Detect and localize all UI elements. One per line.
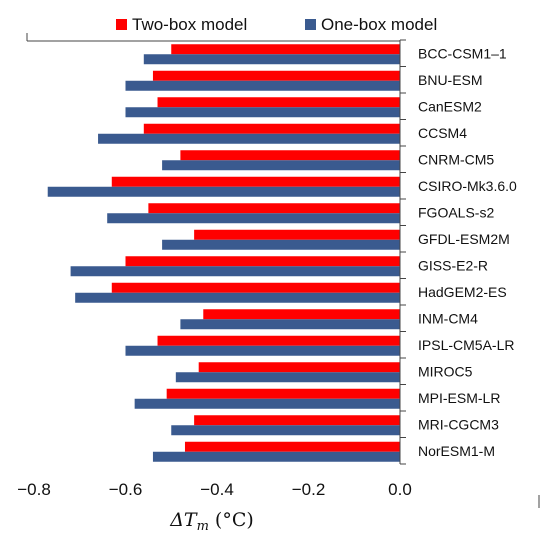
category-label: NorESM1-M	[418, 443, 495, 459]
category-label: BNU-ESM	[418, 72, 483, 88]
category-label: GFDL-ESM2M	[418, 231, 510, 247]
category-label: MIROC5	[418, 363, 473, 379]
bar-two-box-miroc5	[198, 362, 400, 373]
bar-one-box-bcc-csm1-1	[143, 54, 401, 65]
bar-one-box-canesm2	[125, 107, 400, 118]
x-tick-label: −0.4	[200, 480, 234, 499]
legend: Two-box model One-box model	[116, 15, 437, 34]
category-label: CNRM-CM5	[418, 151, 494, 167]
category-label: IPSL-CM5A-LR	[418, 337, 514, 353]
bar-one-box-gfdl-esm2m	[162, 239, 400, 250]
category-label: MPI-ESM-LR	[418, 390, 500, 406]
x-tick-label: −0.8	[17, 480, 51, 499]
bar-one-box-csiro-mk3-6-0	[47, 186, 400, 197]
bar-one-box-bnu-esm	[125, 80, 400, 91]
bar-one-box-hadgem2-es	[75, 292, 401, 303]
bar-two-box-mpi-esm-lr	[166, 388, 400, 399]
bar-two-box-noresm1-m	[184, 441, 400, 452]
bar-two-box-gfdl-esm2m	[194, 229, 400, 240]
bar-two-box-cnrm-cm5	[180, 150, 400, 161]
bar-one-box-ccsm4	[98, 133, 401, 144]
bar-two-box-hadgem2-es	[111, 282, 401, 293]
bar-two-box-giss-e2-r	[125, 256, 400, 267]
bars-group	[47, 44, 401, 462]
category-label: BCC-CSM1–1	[418, 45, 507, 61]
bar-one-box-cnrm-cm5	[162, 160, 400, 171]
bar-one-box-miroc5	[175, 372, 400, 383]
bar-two-box-bnu-esm	[152, 70, 400, 81]
zero-axis	[399, 39, 406, 465]
x-axis-title: ΔTm (°C)	[169, 509, 254, 534]
x-tick-label: −0.6	[109, 480, 143, 499]
top-axis-line	[26, 33, 400, 42]
bar-one-box-noresm1-m	[152, 451, 400, 462]
bar-one-box-mpi-esm-lr	[134, 398, 400, 409]
x-axis-title-text: ΔTm (°C)	[169, 509, 254, 534]
bar-one-box-inm-cm4	[180, 319, 400, 330]
bar-two-box-ccsm4	[143, 123, 401, 134]
bar-one-box-ipsl-cm5a-lr	[125, 345, 400, 356]
bar-one-box-mri-cgcm3	[171, 425, 400, 436]
bar-two-box-ipsl-cm5a-lr	[157, 335, 400, 346]
x-tick-labels: −0.8 −0.6 −0.4 −0.2 0.0	[17, 480, 540, 508]
category-label: CCSM4	[418, 125, 467, 141]
legend-swatch-one-box	[305, 19, 316, 30]
bar-two-box-canesm2	[157, 97, 400, 108]
category-labels: BCC-CSM1–1 BNU-ESM CanESM2 CCSM4 CNRM-CM5 CSI…	[418, 45, 517, 459]
category-label: INM-CM4	[418, 310, 478, 326]
x-tick-label: 0.0	[388, 480, 412, 499]
category-label: CanESM2	[418, 98, 482, 114]
legend-label-two-box: Two-box model	[132, 15, 247, 34]
bar-two-box-fgoals-s2	[148, 203, 400, 214]
bar-two-box-mri-cgcm3	[194, 415, 400, 426]
legend-label-one-box: One-box model	[321, 15, 437, 34]
category-label: MRI-CGCM3	[418, 416, 499, 432]
bar-two-box-inm-cm4	[203, 309, 400, 320]
category-label: GISS-E2-R	[418, 257, 488, 273]
bar-two-box-bcc-csm1-1	[171, 44, 400, 55]
bar-two-box-csiro-mk3-6-0	[111, 176, 401, 187]
category-label: FGOALS-s2	[418, 204, 494, 220]
bar-one-box-giss-e2-r	[70, 266, 400, 277]
bar-one-box-fgoals-s2	[107, 213, 400, 224]
x-tick-label: −0.2	[292, 480, 326, 499]
legend-swatch-two-box	[116, 19, 127, 30]
category-label: CSIRO-Mk3.6.0	[418, 178, 517, 194]
category-label: HadGEM2-ES	[418, 284, 507, 300]
